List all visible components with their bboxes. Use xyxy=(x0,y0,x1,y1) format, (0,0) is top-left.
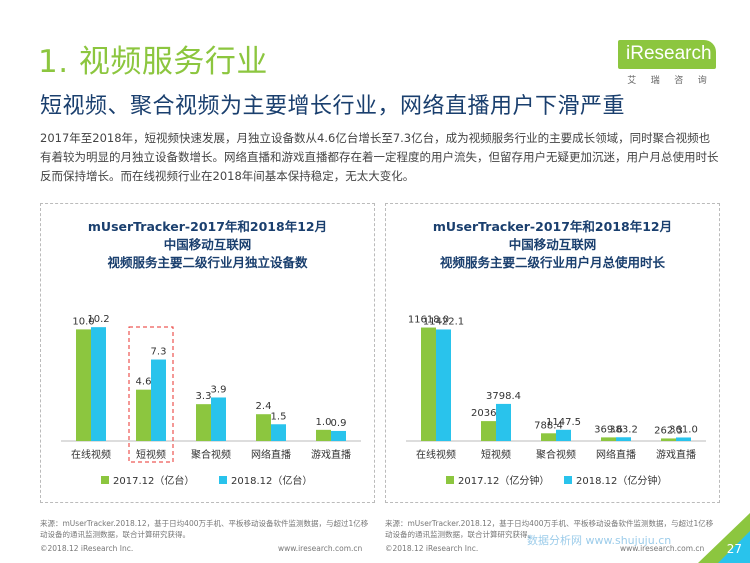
data-label: 3.9 xyxy=(211,384,227,395)
legend-label: 2017.12（亿台） xyxy=(113,474,194,487)
data-label: 2036.9 xyxy=(471,408,506,419)
x-tick-label: 短视频 xyxy=(481,448,511,461)
legend-label: 2018.12（亿分钟） xyxy=(576,474,667,487)
bar xyxy=(601,437,616,441)
iresearch-logo: iResearch 艾 瑞 咨 询 xyxy=(618,40,716,86)
x-tick-label: 在线视频 xyxy=(71,448,111,461)
logo-sub-char: 瑞 xyxy=(650,76,660,86)
x-tick-label: 游戏直播 xyxy=(311,448,351,461)
legend-swatch xyxy=(101,476,109,484)
data-label: 11422.1 xyxy=(423,316,464,327)
legend-label: 2017.12（亿分钟） xyxy=(458,474,549,487)
data-label: 3.3 xyxy=(196,391,212,402)
chart-panel-usage-time: mUserTracker-2017年和2018年12月 中国移动互联网视频服务主要… xyxy=(385,203,720,503)
data-label: 10.0 xyxy=(72,316,94,327)
data-label: 383.2 xyxy=(609,424,638,435)
bar xyxy=(211,397,226,441)
footer-copyright-right: ©2018.12 iResearch Inc. xyxy=(385,544,479,553)
data-label: 4.6 xyxy=(136,377,152,388)
bar xyxy=(496,403,511,441)
data-label: 1.5 xyxy=(271,411,287,422)
bar xyxy=(541,433,556,441)
chart-title-line: mUserTracker-2017年和2018年12月 xyxy=(432,219,673,234)
bar xyxy=(331,430,346,441)
data-label: 2.4 xyxy=(256,401,272,412)
chart-title-line: 视频服务主要二级行业用户月总使用时长 xyxy=(439,255,665,270)
bar xyxy=(256,414,271,441)
highlight-box xyxy=(128,326,174,463)
data-label: 11618.0 xyxy=(408,315,449,326)
page-number: 27 xyxy=(726,542,742,556)
corner-decoration xyxy=(698,513,750,563)
legend-label: 2018.12（亿台） xyxy=(231,474,312,487)
x-tick-label: 聚合视频 xyxy=(191,448,231,461)
bar xyxy=(436,329,451,441)
chart-title-line: mUserTracker-2017年和2018年12月 xyxy=(87,219,328,234)
footer-url-right: www.iresearch.com.cn xyxy=(620,544,705,553)
bar xyxy=(151,359,166,441)
bar xyxy=(316,429,331,441)
data-label: 10.2 xyxy=(87,314,109,325)
data-label: 3798.4 xyxy=(486,391,521,402)
x-tick-label: 短视频 xyxy=(136,448,166,461)
logo-sub-char: 艾 xyxy=(627,76,637,86)
description: 2017年至2018年，短视频快速发展，月独立设备数从4.6亿台增长至7.3亿台… xyxy=(40,131,719,183)
data-label: 262.3 xyxy=(654,425,683,436)
chart-title-line: 中国移动互联网 xyxy=(508,237,597,252)
bar xyxy=(616,437,631,441)
bar xyxy=(661,438,676,441)
chart-title-line: 视频服务主要二级行业月独立设备数 xyxy=(107,255,308,270)
bar xyxy=(91,327,106,441)
chart-panel-devices: mUserTracker-2017年和2018年12月 中国移动互联网视频服务主要… xyxy=(40,203,375,503)
chart-title-usage-time: mUserTracker-2017年和2018年12月 中国移动互联网视频服务主要… xyxy=(386,218,719,272)
bar xyxy=(481,421,496,441)
data-label: 7.3 xyxy=(151,347,167,358)
data-label: 1.0 xyxy=(316,417,332,428)
x-tick-label: 在线视频 xyxy=(416,448,456,461)
section-title: 1. 视频服务行业 xyxy=(38,44,268,80)
data-label: 1147.5 xyxy=(546,417,581,428)
x-tick-label: 网络直播 xyxy=(596,448,636,461)
logo-sub-char: 咨 xyxy=(674,76,684,86)
footer-copyright-left: ©2018.12 iResearch Inc. xyxy=(40,544,134,553)
data-label: 369.6 xyxy=(594,424,623,435)
logo-subtitle: 艾 瑞 咨 询 xyxy=(618,73,716,86)
watermark: 数据分析网 www.shujuju.cn xyxy=(527,534,672,547)
source-note-left: 来源：mUserTracker.2018.12，基于日均400万手机、平板移动设… xyxy=(40,519,369,539)
data-label: 788.4 xyxy=(534,420,563,431)
data-label: 361.0 xyxy=(669,424,698,435)
logo-sub-char: 询 xyxy=(697,76,707,86)
data-label: 0.9 xyxy=(331,418,347,429)
x-tick-label: 游戏直播 xyxy=(656,448,696,461)
bar xyxy=(196,404,211,441)
bar xyxy=(676,437,691,441)
legend-swatch xyxy=(564,476,572,484)
chart-title-line: 中国移动互联网 xyxy=(163,237,252,252)
source-note-right: 来源：mUserTracker.2018.12，基于日均400万手机、平板移动设… xyxy=(385,519,714,539)
x-tick-label: 聚合视频 xyxy=(536,448,576,461)
legend-swatch xyxy=(219,476,227,484)
headline: 短视频、聚合视频为主要增长行业，网络直播用户下滑严重 xyxy=(40,94,626,119)
bar xyxy=(421,327,436,441)
footer-url-left: www.iresearch.com.cn xyxy=(278,544,363,553)
logo-brand: iResearch xyxy=(618,40,716,69)
bar xyxy=(556,429,571,441)
chart-devices: 10.010.2 在线视频 4.6 7.3 短视频 3.33.9 聚合视频 2.41.5 网络直… xyxy=(61,314,361,487)
bar xyxy=(136,389,151,441)
bar xyxy=(76,329,91,441)
chart-title-devices: mUserTracker-2017年和2018年12月 中国移动互联网视频服务主要… xyxy=(41,218,374,272)
legend-swatch xyxy=(446,476,454,484)
bar xyxy=(271,424,286,441)
x-tick-label: 网络直播 xyxy=(251,448,291,461)
